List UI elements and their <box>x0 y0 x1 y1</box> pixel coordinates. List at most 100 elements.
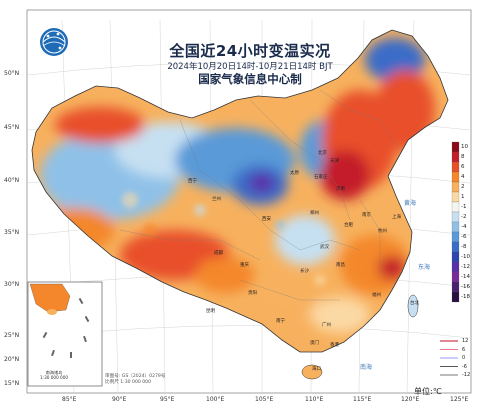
city-label: 合肥 <box>344 223 353 228</box>
city-label: 济南 <box>336 187 345 192</box>
scale-text: 比例尺 1:30 000 000 <box>105 380 152 385</box>
city-label: 武汉 <box>320 245 329 250</box>
legend-swatch <box>451 231 460 243</box>
city-label: 西宁 <box>188 179 197 184</box>
legend-swatch <box>451 271 460 283</box>
legend-tick-label: 10 <box>461 144 468 150</box>
legend-swatch <box>451 281 460 293</box>
lat-label: 15°N <box>4 380 20 387</box>
inset-title: 南海诸岛 <box>45 370 63 375</box>
legend-tick-label: 1 <box>461 194 465 200</box>
isoline-label: -12 <box>462 372 471 378</box>
city-label: 郑州 <box>310 211 319 216</box>
city-label: 台北 <box>410 301 419 306</box>
legend-swatch <box>451 191 460 203</box>
lat-label: 30°N <box>4 281 20 288</box>
city-label: 重庆 <box>240 263 249 268</box>
legend-swatch <box>451 221 460 233</box>
lon-label: 85°E <box>62 396 77 403</box>
city-label: 福州 <box>372 293 381 298</box>
city-label: 西安 <box>262 217 271 222</box>
lat-label: 40°N <box>4 177 20 184</box>
legend-tick-label: -12 <box>461 264 470 270</box>
city-label: 海口 <box>312 367 321 372</box>
sea-label: 南海 <box>360 364 373 371</box>
legend-swatch <box>451 251 460 263</box>
city-label: 长沙 <box>300 269 309 274</box>
lon-label: 105°E <box>255 396 274 403</box>
city-label: 香港 <box>330 343 339 348</box>
south-sea-inset <box>27 281 103 387</box>
legend-tick-label: -18 <box>461 294 470 300</box>
legend-tick-label: 6 <box>461 164 465 170</box>
city-label: 澳门 <box>310 341 319 346</box>
lat-label: 50°N <box>4 70 20 77</box>
city-label: 南昌 <box>336 263 345 268</box>
city-label: 兰州 <box>212 197 221 202</box>
china-outline <box>31 29 449 353</box>
lat-label: 45°N <box>4 124 20 131</box>
isoline-label: 6 <box>462 346 466 353</box>
color-legend <box>451 141 460 303</box>
city-label: 昆明 <box>206 309 215 314</box>
city-label: 上海 <box>392 215 401 220</box>
city-label: 广州 <box>322 323 331 328</box>
legend-tick-label: 2 <box>461 184 465 190</box>
legend-tick-label: -4 <box>461 224 467 230</box>
review-number: 审图号: GS（2024）0279号 <box>105 374 166 379</box>
legend-swatch <box>451 261 460 273</box>
city-label: 南宁 <box>276 319 285 324</box>
legend-swatch <box>451 241 460 253</box>
legend-swatch <box>451 161 460 173</box>
legend-tick-label: -1 <box>461 204 467 210</box>
lon-label: 125°E <box>450 396 469 403</box>
legend-tick-label: 8 <box>461 154 465 160</box>
legend-swatch <box>451 211 460 223</box>
legend-tick-label: -6 <box>461 234 467 240</box>
legend-tick-label: 4 <box>461 174 465 180</box>
city-label: 北京 <box>318 151 327 156</box>
isoline-label: 12 <box>462 338 469 344</box>
city-label: 太原 <box>290 171 299 176</box>
city-label: 杭州 <box>378 229 387 234</box>
lat-label: 25°N <box>4 332 20 339</box>
city-label: 贵阳 <box>248 291 257 296</box>
unit-label: 单位:℃ <box>414 387 442 396</box>
lon-label: 90°E <box>112 396 127 403</box>
sea-label: 东海 <box>418 264 431 271</box>
map-credit: 审图号: GS（2024）0279号 比例尺 1:30 000 000 <box>105 374 165 386</box>
legend-tick-label: -16 <box>461 284 470 290</box>
page-title: 全国近24小时变温实况 <box>169 42 331 60</box>
isoline-legend <box>440 340 458 376</box>
cma-logo <box>40 28 68 56</box>
lat-label: 35°N <box>4 229 20 236</box>
legend-swatch <box>451 171 460 183</box>
legend-swatch <box>451 291 460 303</box>
city-label: 成都 <box>214 251 223 256</box>
city-label: 南京 <box>362 213 371 218</box>
legend-tick-label: -8 <box>461 244 467 250</box>
time-range: 2024年10月20日14时-10月21日14时 BJT <box>167 62 333 72</box>
legend-tick-label: -10 <box>461 254 470 260</box>
hainan-island <box>301 364 323 380</box>
legend-tick-label: -2 <box>461 214 467 220</box>
city-label: 石家庄 <box>314 175 328 180</box>
lon-label: 100°E <box>206 396 225 403</box>
legend-swatch <box>451 151 460 163</box>
inset-scale: 1:30 000 000 <box>40 375 69 380</box>
legend-tick-label: -14 <box>461 274 470 280</box>
isoline-label: 0 <box>462 355 466 361</box>
isoline-label: -6 <box>462 363 467 370</box>
city-label: 天津 <box>330 159 339 164</box>
legend-swatch <box>451 201 460 213</box>
lon-label: 120°E <box>401 396 420 403</box>
legend-swatch <box>451 181 460 193</box>
lon-label: 115°E <box>353 396 372 403</box>
map-border <box>26 9 472 394</box>
lon-label: 95°E <box>160 396 175 403</box>
inset-caption: 南海诸岛 1:30 000 000 <box>40 370 68 380</box>
issuer-label: 国家气象信息中心制 <box>198 72 302 86</box>
lat-label: 20°N <box>4 356 20 363</box>
taiwan-island <box>407 294 419 318</box>
